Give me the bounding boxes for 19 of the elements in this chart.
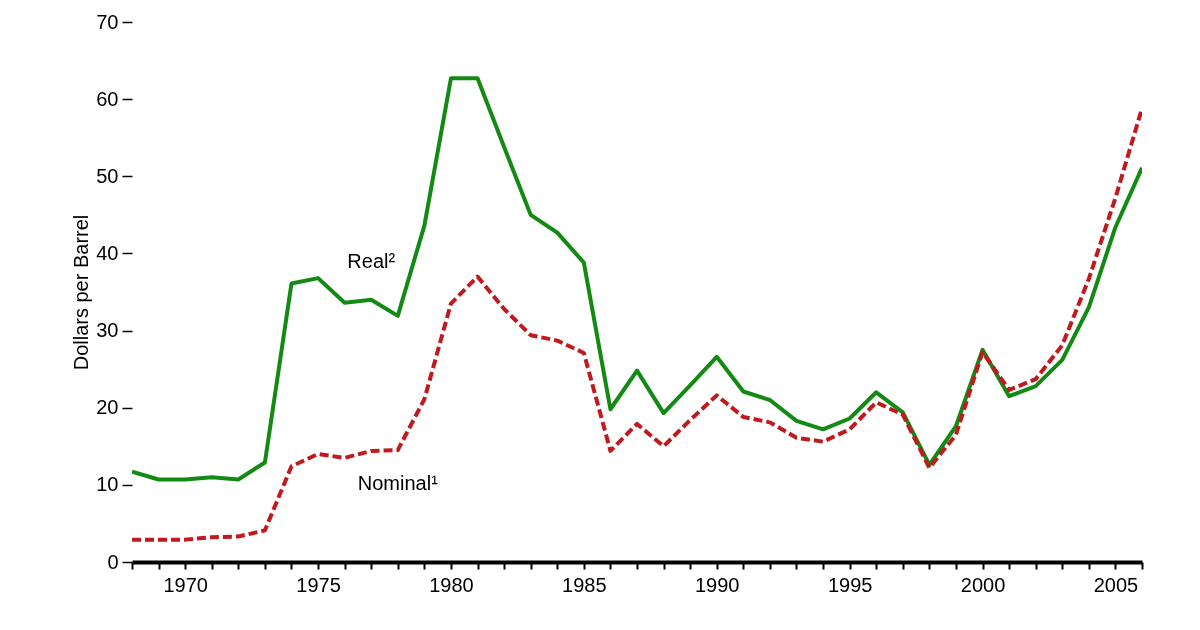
series-label: Real²	[347, 249, 396, 272]
x-tick-label: 1990	[694, 573, 740, 596]
y-tick-label: 40	[96, 241, 119, 264]
y-tick-label: 30	[96, 319, 119, 342]
y-tick-label: 50	[96, 164, 119, 187]
x-tick-label: 1980	[429, 573, 474, 596]
x-tick-label: 1975	[296, 573, 341, 596]
y-tick-label: 20	[96, 396, 119, 419]
x-tick-label: 1970	[163, 573, 208, 596]
series-label: Nominal¹	[357, 472, 439, 495]
y-tick-label: 0	[107, 550, 119, 573]
y-tick-label: 60	[96, 87, 119, 110]
x-tick-label: 1985	[562, 573, 607, 596]
x-tick-label: 2005	[1093, 573, 1139, 596]
y-tick-label: 10	[96, 473, 119, 496]
y-tick-label: 70	[96, 10, 119, 33]
y-axis-title: Dollars per Barrel	[70, 214, 93, 371]
x-tick-label: 1995	[827, 573, 873, 596]
x-tick-label: 2000	[960, 573, 1006, 596]
